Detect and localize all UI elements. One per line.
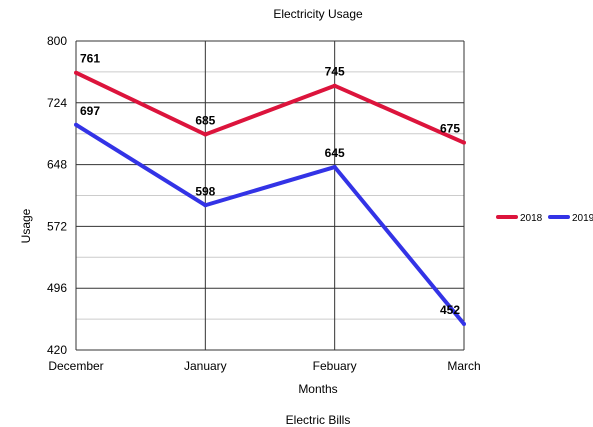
y-tick-label: 648: [47, 158, 67, 172]
y-axis-label: Usage: [19, 208, 33, 243]
data-label: 598: [195, 184, 215, 198]
chart-caption: Electric Bills: [286, 413, 351, 427]
data-label: 685: [195, 114, 215, 128]
legend: 2018 2019: [496, 213, 593, 224]
y-tick-label: 496: [47, 281, 67, 295]
y-tick-label: 800: [47, 34, 67, 48]
data-point-2018: [203, 132, 208, 137]
legend-label-2018: 2018: [520, 213, 543, 224]
legend-label-2019: 2019: [572, 213, 593, 224]
data-point-2019: [462, 321, 466, 326]
data-label: 645: [325, 146, 345, 160]
grid: [75, 40, 465, 351]
data-label: 675: [440, 122, 460, 136]
chart-title: Electricity Usage: [273, 7, 363, 21]
series-lines: [74, 70, 466, 326]
series-line-2019: [74, 123, 466, 326]
x-tick-label: January: [184, 359, 227, 373]
data-labels: 761 685 745 675 697 598 645 452: [80, 52, 460, 317]
x-tick-label: Febuary: [313, 359, 357, 373]
data-point-2018: [332, 83, 337, 88]
data-label: 697: [80, 104, 100, 118]
data-label: 761: [80, 52, 100, 66]
data-point-2019: [332, 165, 337, 170]
data-label: 745: [325, 65, 345, 79]
series-line-2018: [75, 70, 465, 145]
y-tick-label: 572: [47, 219, 67, 233]
x-tick-label: December: [48, 359, 103, 373]
x-tick-label: March: [447, 359, 480, 373]
data-point-2019: [74, 122, 78, 127]
data-label: 452: [440, 303, 460, 317]
y-tick-label: 724: [47, 96, 67, 110]
data-point-2018: [462, 140, 466, 145]
data-point-2019: [203, 203, 208, 208]
data-point-2018: [74, 70, 78, 75]
axes: 420 496 572 648 724 800 December January Febuary…: [47, 34, 481, 373]
y-tick-label: 420: [47, 343, 67, 357]
x-axis-label: Months: [298, 382, 337, 396]
